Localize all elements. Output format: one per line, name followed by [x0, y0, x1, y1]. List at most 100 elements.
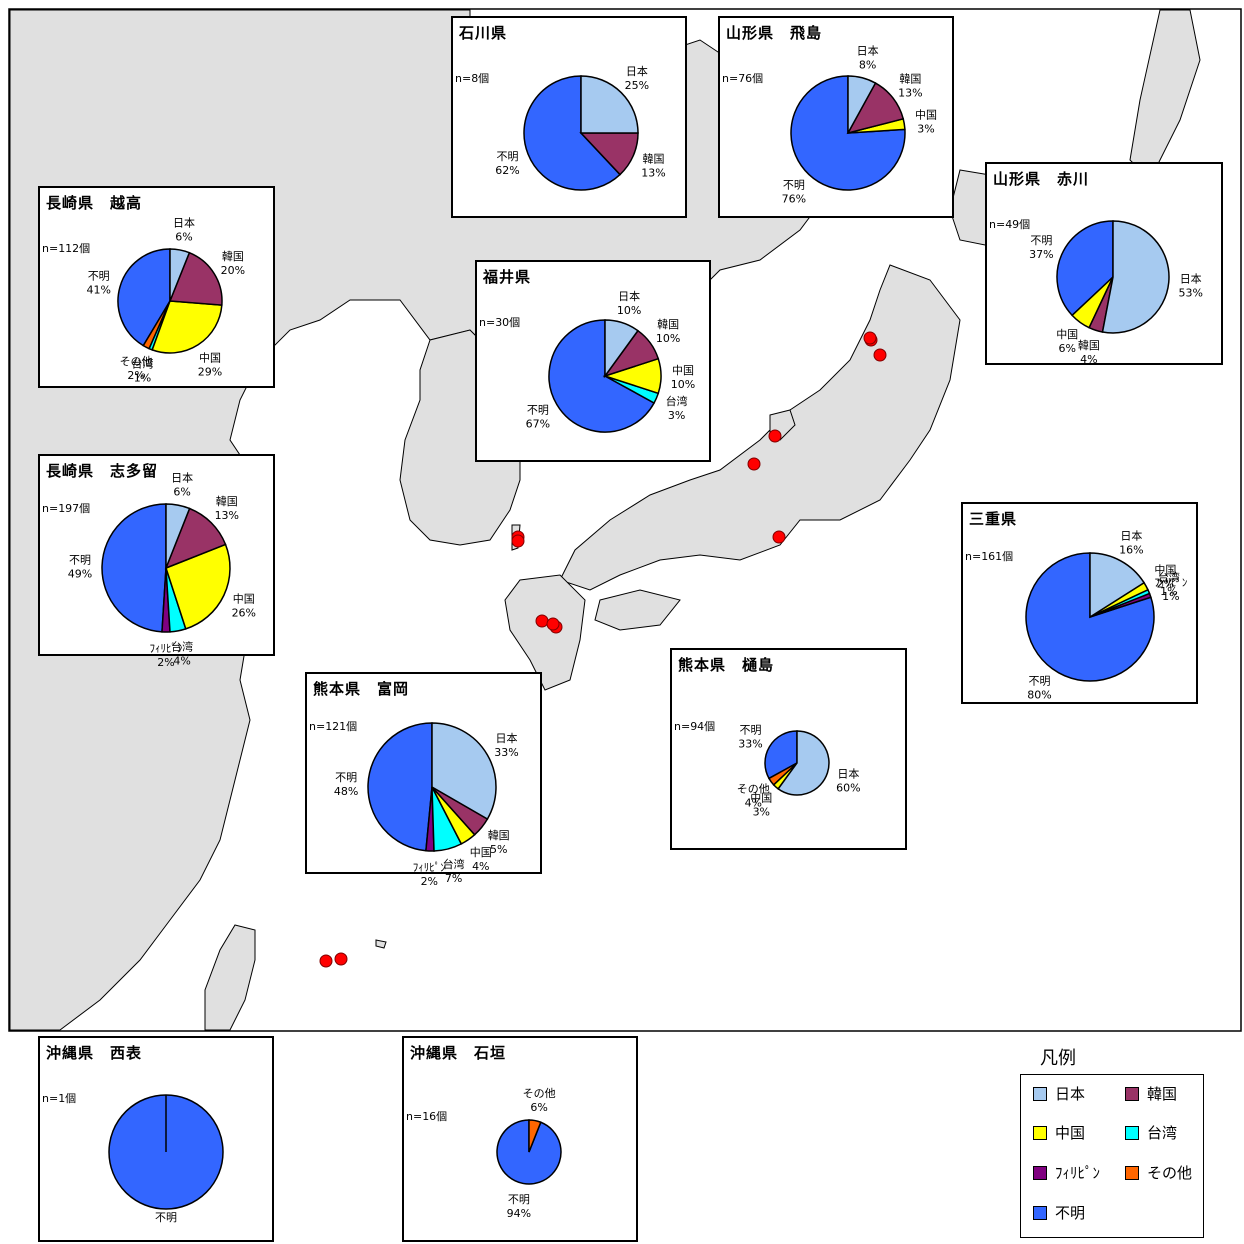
- slice-label: 日本 6%: [171, 471, 193, 499]
- legend: 日本 韓国 中国 台湾 ﾌｨﾘﾋﾟﾝ その他 不明: [1020, 1074, 1204, 1238]
- slice-label: 中国 10%: [671, 364, 695, 391]
- slice-label: 不明 33%: [738, 724, 762, 751]
- pie-slice-日本: [604, 319, 639, 379]
- slice-label: 不明 67%: [526, 404, 550, 431]
- slice-label: 日本 6%: [173, 215, 195, 243]
- pie-slice-その他: [528, 1119, 542, 1153]
- sample-count: n=1個: [42, 1092, 77, 1105]
- sample-count: n=8個: [455, 72, 490, 85]
- slice-label: ﾌｨﾘﾋﾟﾝ 2%: [150, 642, 183, 669]
- sample-count: n=161個: [965, 550, 1014, 563]
- panel-tomioka: 熊本県 富岡 n=121個 日本 33% 韓国 5% 中国 4% 台湾 7% ﾌｨﾘﾋﾟﾝ 2% 不…: [305, 672, 542, 888]
- pie-slice-日本: [1101, 220, 1170, 334]
- pie-slice-不明: [101, 503, 167, 633]
- shikoku: [594, 589, 681, 631]
- slice-label: 台湾 1%: [132, 357, 154, 385]
- slice-label: 台湾 7%: [443, 857, 465, 885]
- legend-item-unknown: 不明: [1033, 1202, 1085, 1223]
- panel-title: 山形県 飛島: [726, 24, 823, 42]
- panel-ishigaki: 沖縄県 石垣 n=16個 その他 6% 不明 94%: [402, 1036, 638, 1242]
- swatch: [1033, 1086, 1047, 1101]
- slice-label: 台湾 1%: [1158, 570, 1180, 598]
- site-marker: [319, 954, 333, 968]
- pie-slice-日本: [1089, 552, 1146, 619]
- panel-title: 熊本県 樋島: [678, 656, 775, 674]
- swatch: [1125, 1165, 1139, 1180]
- panel-title: 長崎県 志多留: [46, 462, 159, 480]
- slice-label: 韓国 13%: [215, 495, 239, 522]
- pie-chart-tobishima: 日本 8% 韓国 13% 中国 3% 不明 76%: [782, 44, 937, 206]
- slice-label: ﾌｨﾘﾋﾟﾝ 1%: [1154, 576, 1187, 603]
- site-marker: [772, 530, 786, 544]
- slice-label: 韓国 20%: [221, 250, 245, 277]
- legend-item-philippines: ﾌｨﾘﾋﾟﾝ: [1033, 1162, 1100, 1183]
- site-marker: [546, 617, 560, 631]
- panel-title: 山形県 赤川: [993, 170, 1090, 188]
- slice-label: 日本 8%: [857, 44, 879, 72]
- pie-slice-中国: [165, 543, 231, 630]
- swatch: [1033, 1125, 1047, 1140]
- legend-label: 台湾: [1147, 1124, 1178, 1142]
- pie-slice-日本: [847, 75, 877, 134]
- pie-chart-akagawa: 日本 53% 韓国 4%中国 6% 不明 37%: [1029, 220, 1203, 366]
- slice-label: 日本 25%: [625, 64, 649, 92]
- slice-label: その他 6%: [523, 1087, 556, 1114]
- legend-label: 不明: [1055, 1204, 1086, 1222]
- slice-label: 不明 49%: [68, 553, 92, 580]
- pie-slice-日本: [169, 248, 191, 302]
- sample-count: n=76個: [722, 72, 764, 85]
- panel-koshitaka: 長崎県 越高 n=112個 日本 6% 韓国 20% 中国 29% 台湾 1% その他 2% 不明 4…: [38, 186, 275, 388]
- pie-chart-mie: 日本 16% 中国 2%台湾 1%ﾌｨﾘﾋﾟﾝ 1% 不明 80%: [1025, 529, 1187, 702]
- slice-label: 韓国 5%: [488, 829, 510, 856]
- pie-slice-日本: [431, 722, 497, 821]
- pie-chart-fukui: 日本 10% 韓国 10% 中国 10% 台湾 3% 不明 67%: [526, 289, 695, 433]
- okinawa: [375, 939, 387, 949]
- pie-slice-日本: [165, 503, 191, 569]
- sample-count: n=197個: [42, 502, 91, 515]
- legend-title: 凡例: [1040, 1048, 1076, 1069]
- panel-fukui: 福井県 n=30個 日本 10% 韓国 10% 中国 10% 台湾 3% 不明 67%: [475, 260, 711, 462]
- sample-count: n=16個: [406, 1110, 448, 1123]
- sakhalin: [1129, 9, 1201, 181]
- pie-slice-日本: [580, 75, 639, 134]
- taiwan: [204, 924, 256, 1031]
- site-marker: [511, 534, 525, 548]
- legend-label: その他: [1147, 1164, 1193, 1182]
- slice-label: 中国 29%: [198, 351, 222, 378]
- slice-label: 不明 37%: [1029, 234, 1053, 261]
- panel-ishikawa: 石川県 n=8個 日本 25% 韓国 13% 不明 62%: [451, 16, 687, 218]
- panel-title: 沖縄県 西表: [46, 1044, 143, 1062]
- pie-chart-shitaru: 日本 6% 韓国 13% 中国 26% 台湾 4%ﾌｨﾘﾋﾟﾝ 2% 不明 49%: [68, 471, 256, 670]
- slice-label: 日本 33%: [494, 731, 518, 759]
- pie-chart-tomioka: 日本 33% 韓国 5%中国 4%台湾 7%ﾌｨﾘﾋﾟﾝ 2% 不明 48%: [334, 722, 519, 888]
- slice-label: 韓国 13%: [898, 73, 922, 100]
- sample-count: n=112個: [42, 242, 91, 255]
- slice-label: 日本 53%: [1178, 271, 1202, 299]
- pie-slice-日本: [777, 730, 830, 796]
- slice-label: 不明 80%: [1027, 675, 1051, 702]
- legend-item-korea: 韓国: [1125, 1083, 1177, 1104]
- panel-title: 三重県: [969, 510, 1018, 528]
- slice-label: 台湾 4%: [171, 640, 193, 668]
- pie-chart-hishima: 日本 60% 中国 3%その他 4% 不明 33%: [737, 724, 861, 819]
- slice-label: 不明 48%: [334, 771, 358, 798]
- swatch: [1125, 1125, 1139, 1140]
- slice-label: 中国 2%: [1154, 564, 1176, 591]
- slice-label: 不明: [155, 1211, 177, 1224]
- slice-label: 韓国 4%: [1078, 339, 1100, 366]
- slice-label: 中国 4%: [470, 846, 492, 873]
- panel-iriomote: 沖縄県 西表 n=1個 不明: [38, 1036, 274, 1242]
- slice-label: 日本 16%: [1119, 529, 1143, 557]
- slice-label: 不明 76%: [782, 179, 806, 206]
- kyushu: [504, 574, 586, 691]
- slice-label: 不明 41%: [86, 269, 110, 296]
- sample-count: n=30個: [479, 316, 521, 329]
- legend-item-japan: 日本: [1033, 1083, 1085, 1104]
- pie-slice-中国: [151, 300, 223, 354]
- slice-label: 日本 10%: [617, 289, 641, 317]
- slice-label: 日本 60%: [836, 767, 860, 795]
- legend-label: 中国: [1055, 1124, 1086, 1142]
- legend-label: 韓国: [1147, 1085, 1178, 1103]
- pie-slice-不明: [523, 75, 622, 191]
- pie-slice-不明: [367, 722, 433, 852]
